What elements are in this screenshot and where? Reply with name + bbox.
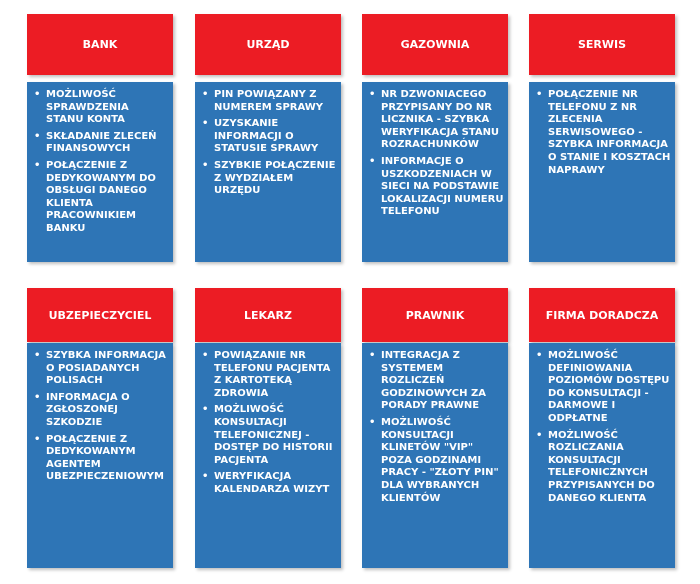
card-item: SKŁADANIE ZLECEŃ FINANSOWYCH (33, 131, 169, 156)
card-title: GAZOWNIA (362, 14, 508, 75)
card-ubezpieczyciel: UBZEPIECZYCIEL SZYBKA INFORMACJA O POSIA… (27, 288, 173, 568)
card-firma-doradcza: FIRMA DORADCZA MOŻLIWOŚĆ DEFINIOWANIA PO… (529, 288, 675, 568)
card-lekarz: LEKARZ POWIĄZANIE NR TELEFONU PACJENTA Z… (195, 288, 341, 568)
card-title: SERWIS (529, 14, 675, 75)
card-item: NR DZWONIACEGO PRZYPISANY DO NR LICZNIKA… (368, 89, 504, 152)
card-item: INFORMACJA O ZGŁOSZONEJ SZKODZIE (33, 392, 169, 430)
card-item: SZYBKA INFORMACJA O POSIADANYCH POLISACH (33, 350, 169, 388)
card-item: INFORMACJE O USZKODZENIACH W SIECI NA PO… (368, 156, 504, 219)
card-title: PRAWNIK (362, 288, 508, 342)
card-title: FIRMA DORADCZA (529, 288, 675, 342)
card-title: BANK (27, 14, 173, 75)
card-title: UBZEPIECZYCIEL (27, 288, 173, 342)
card-body: MOŻLIWOŚĆ DEFINIOWANIA POZIOMÓW DOSTĘPU … (529, 343, 675, 568)
card-item: MOŻLIWOŚĆ KONSULTACJI TELEFONICZNEJ - DO… (201, 404, 337, 467)
card-title: LEKARZ (195, 288, 341, 342)
card-body: NR DZWONIACEGO PRZYPISANY DO NR LICZNIKA… (362, 82, 508, 262)
card-item: WERYFIKACJA KALENDARZA WIZYT (201, 471, 337, 496)
card-item: POWIĄZANIE NR TELEFONU PACJENTA Z KARTOT… (201, 350, 337, 400)
card-item: UZYSKANIE INFORMACJI O STATUSIE SPRAWY (201, 118, 337, 156)
card-body: MOŻLIWOŚĆ SPRAWDZENIA STANU KONTA SKŁADA… (27, 82, 173, 262)
card-gazownia: GAZOWNIA NR DZWONIACEGO PRZYPISANY DO NR… (362, 14, 508, 262)
card-urzad: URZĄD PIN POWIĄZANY Z NUMEREM SPRAWY UZY… (195, 14, 341, 262)
card-body: POWIĄZANIE NR TELEFONU PACJENTA Z KARTOT… (195, 343, 341, 568)
card-item: PIN POWIĄZANY Z NUMEREM SPRAWY (201, 89, 337, 114)
card-item: POŁĄCZENIE NR TELEFONU Z NR ZLECENIA SER… (535, 89, 671, 177)
card-item: POŁĄCZENIE Z DEDYKOWANYM DO OBSŁUGI DANE… (33, 160, 169, 236)
card-item: SZYBKIE POŁĄCZENIE Z WYDZIAŁEM URZĘDU (201, 160, 337, 198)
card-bank: BANK MOŻLIWOŚĆ SPRAWDZENIA STANU KONTA S… (27, 14, 173, 262)
card-body: INTEGRACJA Z SYSTEMEM ROZLICZEŃ GODZINOW… (362, 343, 508, 568)
card-body: POŁĄCZENIE NR TELEFONU Z NR ZLECENIA SER… (529, 82, 675, 262)
card-title: URZĄD (195, 14, 341, 75)
card-serwis: SERWIS POŁĄCZENIE NR TELEFONU Z NR ZLECE… (529, 14, 675, 262)
card-item: MOŻLIWOŚĆ DEFINIOWANIA POZIOMÓW DOSTĘPU … (535, 350, 671, 426)
card-item: MOŻLIWOŚĆ KONSULTACJI KLINETÓW "VIP" POZ… (368, 417, 504, 505)
card-prawnik: PRAWNIK INTEGRACJA Z SYSTEMEM ROZLICZEŃ … (362, 288, 508, 568)
card-item: POŁĄCZENIE Z DEDYKOWANYM AGENTEM UBEZPIE… (33, 434, 169, 484)
card-item: MOŻLIWOŚĆ ROZLICZANIA KONSULTACJI TELEFO… (535, 430, 671, 506)
card-item: MOŻLIWOŚĆ SPRAWDZENIA STANU KONTA (33, 89, 169, 127)
card-body: PIN POWIĄZANY Z NUMEREM SPRAWY UZYSKANIE… (195, 82, 341, 262)
card-item: INTEGRACJA Z SYSTEMEM ROZLICZEŃ GODZINOW… (368, 350, 504, 413)
card-body: SZYBKA INFORMACJA O POSIADANYCH POLISACH… (27, 343, 173, 568)
